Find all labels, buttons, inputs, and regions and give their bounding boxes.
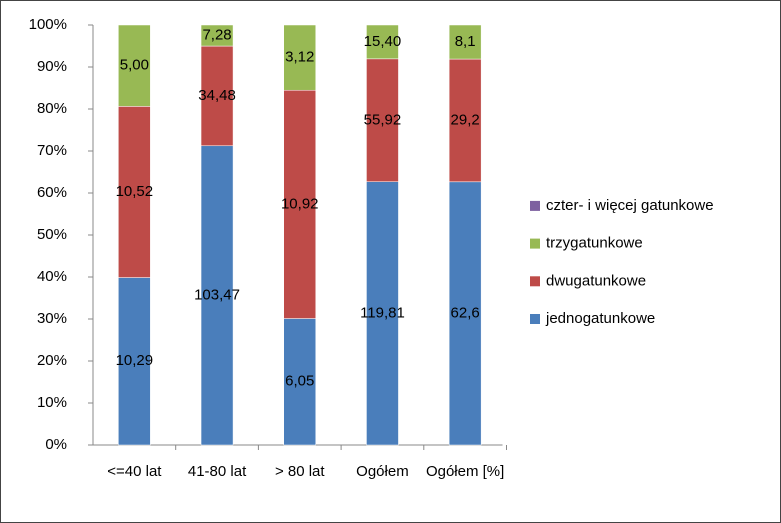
bar-segment: [200, 145, 234, 446]
data-label: 29,2: [451, 111, 480, 128]
y-tick-label: 40%: [37, 268, 67, 285]
data-label: 55,92: [364, 111, 402, 128]
legend-swatch: [530, 276, 540, 287]
y-tick-label: 0%: [45, 436, 67, 453]
x-tick-label: 41-80 lat: [187, 463, 247, 480]
bar-segment: [283, 24, 316, 91]
legend-swatch: [530, 200, 540, 211]
data-label: 103,47: [194, 286, 240, 303]
bar-segment: [448, 181, 482, 446]
bar-segment: [118, 277, 151, 446]
y-tick-label: 100%: [29, 16, 67, 33]
y-tick-label: 10%: [37, 394, 67, 411]
data-label: 15,40: [364, 33, 402, 50]
data-label: 5,00: [120, 57, 149, 74]
bar-segment: [448, 24, 482, 60]
legend-label: jednogatunkowe: [545, 310, 655, 327]
y-tick-label: 80%: [37, 100, 67, 117]
bar-segment: [200, 24, 234, 47]
data-label: 10,92: [281, 195, 319, 212]
data-label: 34,48: [198, 87, 236, 104]
x-tick-label: <=40 lat: [107, 463, 162, 480]
data-label: 8,1: [455, 33, 476, 50]
bar-segment: [283, 318, 316, 446]
bar-segment: [366, 24, 399, 60]
y-tick-label: 90%: [37, 58, 67, 75]
data-label: 10,29: [116, 352, 154, 369]
legend-swatch: [530, 314, 540, 324]
bar-segment: [283, 89, 316, 319]
legend-label: trzygatunkowe: [546, 235, 643, 252]
bar-segment: [366, 181, 399, 446]
x-tick-label: > 80 lat: [274, 463, 325, 480]
bar-segment: [200, 45, 234, 147]
data-label: 3,12: [285, 49, 314, 66]
bar-segment: [366, 58, 399, 182]
y-tick-label: 60%: [37, 184, 67, 201]
y-tick-label: 50%: [37, 226, 67, 243]
x-tick-label: Ogółem [%]: [425, 463, 505, 480]
legend-label: dwugatunkowe: [546, 272, 646, 289]
y-tick-label: 70%: [37, 142, 67, 159]
bar-segment: [118, 106, 151, 278]
bar-segment: [118, 24, 151, 107]
x-tick-label: Ogółem: [356, 463, 409, 480]
legend-label: czter- i więcej gatunkowe: [546, 197, 714, 214]
legend-swatch: [530, 238, 540, 249]
y-tick-label: 30%: [37, 310, 67, 327]
data-label: 119,81: [360, 304, 405, 321]
data-label: 10,52: [116, 183, 154, 200]
data-label: 6,05: [285, 373, 314, 390]
data-label: 62,6: [451, 304, 480, 321]
y-tick-label: 20%: [37, 352, 67, 369]
data-label: 7,28: [202, 26, 231, 43]
